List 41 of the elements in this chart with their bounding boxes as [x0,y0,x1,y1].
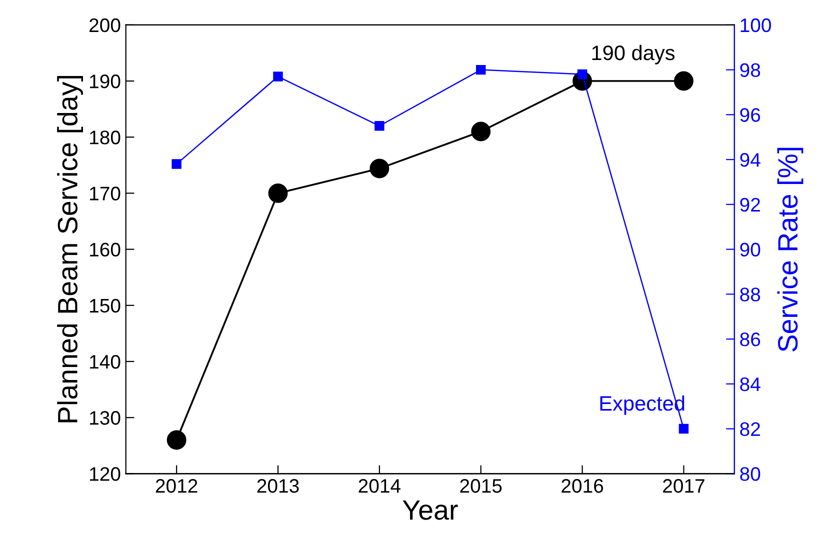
y2-tick-label: 98 [740,63,760,78]
point [374,121,384,131]
y-tick-label: 190 [90,74,120,88]
point [273,72,283,82]
y2-tick-label: 96 [740,108,760,122]
y2-tick-label: 92 [740,198,760,212]
x-tick-label: 2017 [663,479,704,493]
y2-tick-label: 82 [740,422,760,436]
point [471,122,491,142]
y2-tick-label: 88 [740,288,760,302]
x-tick-label: 2012 [156,479,198,493]
point [268,183,288,203]
y-tick-label: 200 [90,18,120,32]
y-axis-title: Planned Beam Service [day] [57,76,83,422]
y2-tick-label: 90 [740,242,760,257]
y-tick-label: 160 [90,242,120,257]
point [674,71,694,91]
y-tick-label: 150 [90,298,120,313]
point [678,424,689,434]
y2-tick-label: 86 [740,332,760,346]
x-tick-label: 2016 [562,479,604,493]
y-tick-label: 120 [90,467,120,481]
point [577,69,588,80]
point [172,159,182,169]
x-axis-title: Year [402,500,458,520]
y2-axis-title: Service Rate [%] [777,148,804,352]
y-tick-label: 180 [90,130,120,144]
y-tick-label: 140 [90,354,120,369]
y2-tick-label: 84 [740,377,760,392]
y2-tick-label: 100 [740,18,771,32]
y-tick-label: 130 [90,411,120,425]
x-tick-label: 2013 [257,479,299,493]
x-tick-label: 2014 [358,479,400,493]
annotation: 190 days [592,44,675,64]
y2-tick-label: 94 [740,153,760,167]
point [476,64,486,75]
y2-tick-label: 80 [740,467,760,481]
point [166,430,186,450]
x-tick-label: 2015 [460,479,502,493]
point [370,158,390,178]
y-tick-label: 170 [90,186,120,200]
